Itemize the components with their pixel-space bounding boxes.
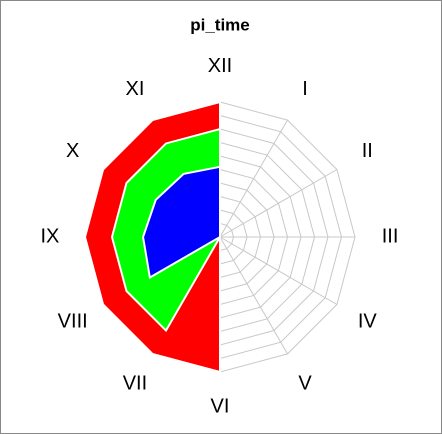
grid-spoke bbox=[219, 169, 338, 238]
category-label: IX bbox=[40, 225, 59, 247]
category-label: II bbox=[362, 140, 373, 162]
category-label: VII bbox=[123, 373, 147, 395]
category-label: VIII bbox=[58, 310, 88, 332]
category-label: VI bbox=[211, 395, 230, 417]
category-label: XI bbox=[125, 78, 144, 100]
category-label: IV bbox=[358, 310, 378, 332]
grid-spoke bbox=[219, 119, 288, 238]
grid-spoke bbox=[219, 236, 338, 305]
category-label: X bbox=[66, 140, 79, 162]
grid-spoke bbox=[219, 236, 288, 355]
category-label: XII bbox=[208, 55, 232, 77]
chart-title: pi_time bbox=[190, 15, 250, 34]
radar-area bbox=[142, 165, 221, 280]
category-label: V bbox=[298, 373, 312, 395]
category-label: III bbox=[382, 225, 399, 247]
category-label: I bbox=[302, 78, 308, 100]
